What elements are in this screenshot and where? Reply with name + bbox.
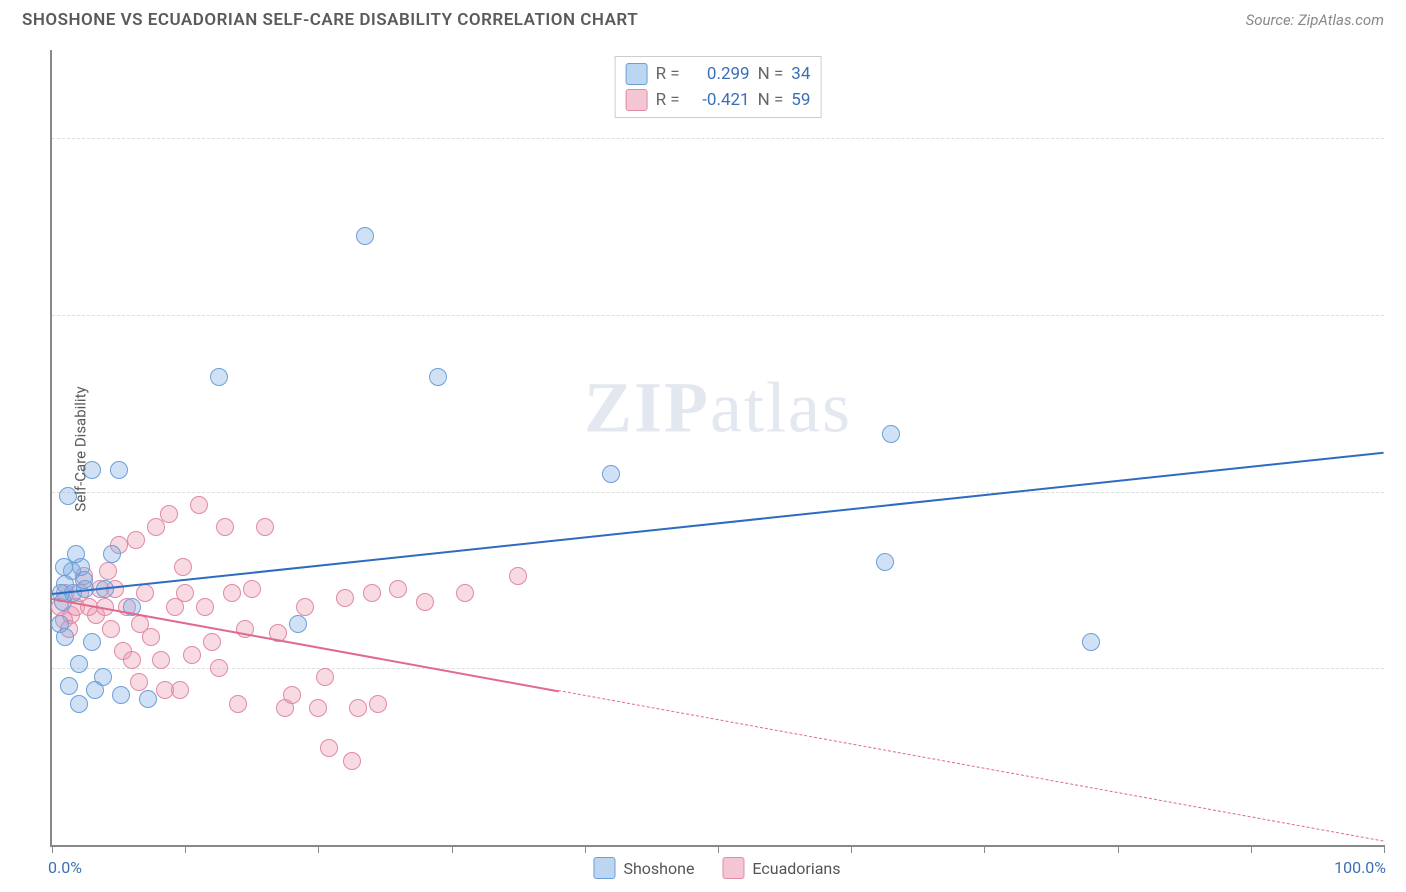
legend-row-shoshone: R = 0.299 N = 34 [626, 61, 811, 87]
x-tick [1118, 845, 1119, 853]
marker-ecuadorians [142, 628, 160, 646]
marker-ecuadorians [256, 518, 274, 536]
marker-ecuadorians [130, 673, 148, 691]
legend-item-ecuadorians: Ecuadorians [722, 857, 840, 879]
marker-ecuadorians [223, 584, 241, 602]
marker-ecuadorians [99, 562, 117, 580]
marker-ecuadorians [283, 686, 301, 704]
marker-shoshone [876, 553, 894, 571]
marker-shoshone [210, 368, 228, 386]
x-tick [851, 845, 852, 853]
marker-ecuadorians [216, 518, 234, 536]
x-tick [185, 845, 186, 853]
marker-ecuadorians [320, 739, 338, 757]
chart-title: SHOSHONE VS ECUADORIAN SELF-CARE DISABIL… [22, 10, 638, 30]
marker-ecuadorians [369, 695, 387, 713]
correlation-legend: R = 0.299 N = 34 R = -0.421 N = 59 [615, 56, 822, 118]
marker-shoshone [70, 695, 88, 713]
x-axis-start: 0.0% [48, 858, 82, 877]
marker-shoshone [289, 615, 307, 633]
legend-item-shoshone: Shoshone [593, 857, 694, 879]
marker-ecuadorians [190, 496, 208, 514]
marker-ecuadorians [183, 646, 201, 664]
gridline [52, 138, 1384, 139]
x-tick [984, 845, 985, 853]
marker-ecuadorians [203, 633, 221, 651]
marker-ecuadorians [343, 752, 361, 770]
marker-shoshone [429, 368, 447, 386]
marker-shoshone [356, 227, 374, 245]
x-tick [1251, 845, 1252, 853]
marker-shoshone [75, 571, 93, 589]
marker-ecuadorians [160, 505, 178, 523]
marker-ecuadorians [416, 593, 434, 611]
marker-shoshone [110, 461, 128, 479]
x-tick [452, 845, 453, 853]
marker-shoshone [70, 655, 88, 673]
swatch-shoshone [626, 63, 648, 85]
plot-area: ZIPatlas R = 0.299 N = 34 R = -0.421 N =… [50, 50, 1384, 847]
marker-shoshone [83, 633, 101, 651]
trendline-shoshone [52, 452, 1384, 595]
gridline [52, 492, 1384, 493]
legend-row-ecuadorians: R = -0.421 N = 59 [626, 87, 811, 113]
marker-ecuadorians [196, 598, 214, 616]
watermark: ZIPatlas [584, 366, 852, 449]
marker-shoshone [1082, 633, 1100, 651]
marker-shoshone [103, 545, 121, 563]
marker-ecuadorians [127, 531, 145, 549]
r-value-shoshone: 0.299 [688, 64, 750, 84]
marker-ecuadorians [229, 695, 247, 713]
marker-ecuadorians [316, 668, 334, 686]
marker-shoshone [112, 686, 130, 704]
marker-ecuadorians [176, 584, 194, 602]
marker-ecuadorians [336, 589, 354, 607]
x-tick [318, 845, 319, 853]
r-value-ecuadorians: -0.421 [688, 90, 750, 110]
marker-ecuadorians [349, 699, 367, 717]
marker-ecuadorians [102, 620, 120, 638]
marker-ecuadorians [156, 681, 174, 699]
series-legend: Shoshone Ecuadorians [593, 857, 840, 879]
gridline [52, 668, 1384, 669]
marker-ecuadorians [152, 651, 170, 669]
marker-shoshone [56, 628, 74, 646]
marker-shoshone [139, 690, 157, 708]
x-tick [585, 845, 586, 853]
marker-ecuadorians [147, 518, 165, 536]
marker-shoshone [882, 425, 900, 443]
x-tick [52, 845, 53, 853]
marker-ecuadorians [389, 580, 407, 598]
x-tick [718, 845, 719, 853]
marker-ecuadorians [210, 659, 228, 677]
marker-ecuadorians [363, 584, 381, 602]
marker-shoshone [67, 545, 85, 563]
trendline-ecuadorians-dash [558, 690, 1384, 842]
x-axis-end: 100.0% [1334, 858, 1386, 877]
swatch-ecuadorians [626, 89, 648, 111]
source-attribution: Source: ZipAtlas.com [1246, 11, 1384, 29]
marker-ecuadorians [456, 584, 474, 602]
marker-ecuadorians [309, 699, 327, 717]
n-value-ecuadorians: 59 [791, 90, 810, 110]
x-tick [1384, 845, 1385, 853]
marker-shoshone [86, 681, 104, 699]
n-value-shoshone: 34 [791, 64, 810, 84]
marker-shoshone [60, 677, 78, 695]
marker-ecuadorians [509, 567, 527, 585]
marker-ecuadorians [296, 598, 314, 616]
swatch-ecuadorians-bottom [722, 857, 744, 879]
plot-container: ZIPatlas R = 0.299 N = 34 R = -0.421 N =… [50, 50, 1384, 847]
marker-ecuadorians [243, 580, 261, 598]
y-axis-label: Self-Care Disability [72, 386, 90, 511]
marker-ecuadorians [174, 558, 192, 576]
gridline [52, 315, 1384, 316]
marker-ecuadorians [136, 584, 154, 602]
marker-ecuadorians [123, 651, 141, 669]
marker-shoshone [602, 465, 620, 483]
swatch-shoshone-bottom [593, 857, 615, 879]
